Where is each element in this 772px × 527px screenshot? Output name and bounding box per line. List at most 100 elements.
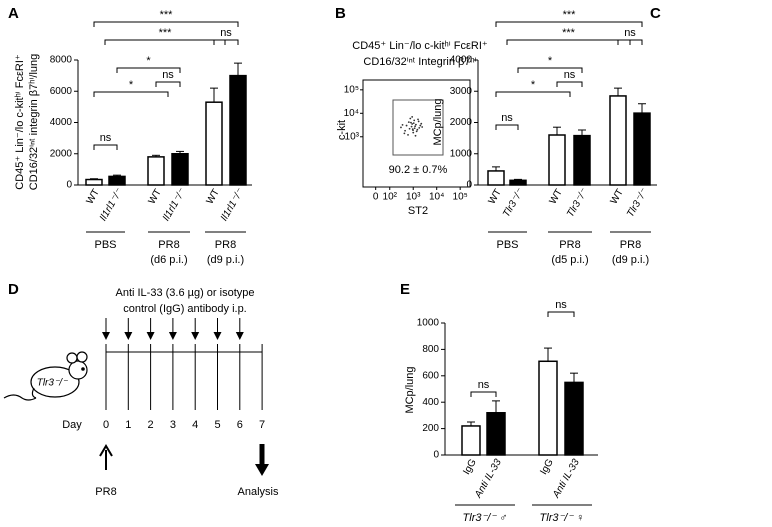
event-dot [407, 121, 410, 124]
event-dot [410, 121, 412, 124]
analysis-arrow-head [255, 464, 269, 476]
y-tick-label: 2000 [50, 148, 73, 159]
significance-bracket [155, 81, 181, 87]
event-dot [401, 124, 404, 126]
event-dot [403, 132, 406, 135]
event-dot [418, 126, 421, 129]
bar [548, 134, 566, 186]
y-axis-label: c-kit [336, 120, 348, 140]
x-tick-label: WT [147, 187, 164, 206]
significance-bracket [617, 39, 643, 45]
y-tick-label: 200 [422, 423, 439, 434]
event-dot [411, 116, 414, 118]
event-dot [405, 124, 408, 127]
significance-label: ns [624, 27, 636, 39]
event-dot [415, 123, 417, 126]
y-tick-label: 600 [422, 370, 439, 381]
panel-letter: B [335, 5, 346, 22]
group-label: (d5 p.i.) [551, 254, 588, 266]
significance-label: ns [564, 69, 576, 81]
significance-label: *** [160, 9, 174, 21]
significance-bracket [517, 67, 583, 73]
day-number: 5 [214, 419, 220, 431]
significance-label: *** [563, 9, 577, 21]
bar [461, 425, 481, 456]
event-dot [413, 119, 416, 122]
start-label: PR8 [95, 486, 116, 498]
day-number: 0 [103, 419, 109, 431]
significance-bracket [470, 391, 497, 397]
day-number: 1 [125, 419, 131, 431]
y-tick-label: 10⁵ [344, 84, 359, 95]
y-tick-label: 0 [433, 450, 439, 461]
bar [171, 153, 189, 186]
y-tick-label: 10³ [345, 131, 360, 142]
x-tick-label: WT [487, 187, 504, 206]
y-tick-label: 3000 [450, 86, 473, 97]
event-dot [407, 134, 409, 136]
bar [538, 360, 558, 456]
gate [392, 99, 444, 156]
x-tick-label: Il1rl1⁻/⁻ [98, 187, 125, 223]
event-dot [420, 122, 423, 125]
x-tick-label: 10⁴ [429, 192, 444, 203]
day-number: 7 [259, 419, 265, 431]
y-tick-label: 8000 [50, 55, 73, 66]
bar [229, 74, 247, 186]
group-label: (d9 p.i.) [612, 254, 649, 266]
significance-label: * [548, 55, 553, 67]
panel-letter: C [650, 5, 661, 22]
panel-letter: E [400, 281, 410, 298]
event-dot [410, 125, 413, 128]
group-label: PR8 [620, 239, 641, 251]
group-label: (d9 p.i.) [207, 254, 244, 266]
x-tick-label: 10³ [406, 192, 421, 203]
y-axis-label: MCp/lung [404, 366, 416, 413]
group-label: (d6 p.i.) [150, 254, 187, 266]
y-axis-label: CD45⁺ Lin⁻/lo c-kitʰⁱ FcεRI⁺ [14, 54, 26, 190]
event-dot [408, 127, 411, 130]
y-tick-label: 4000 [450, 55, 473, 66]
significance-label: ns [162, 69, 174, 81]
y-tick-label: 6000 [50, 86, 73, 97]
x-tick-label: 10² [383, 192, 398, 203]
significance-bracket [104, 39, 226, 45]
x-tick-label: Tlr3⁻/⁻ [501, 187, 526, 220]
event-dot [421, 126, 424, 128]
mouse-icon [3, 351, 88, 401]
significance-bracket [506, 39, 631, 45]
event-dot [414, 125, 416, 128]
significance-label: *** [159, 27, 173, 39]
significance-label: * [146, 55, 151, 67]
y-axis-label: CD16/32ⁱⁿᵗ integrin β7ʰⁱ/lung [28, 54, 40, 190]
significance-label: * [531, 79, 536, 91]
x-tick-label: IgG [461, 457, 479, 477]
significance-label: ns [478, 379, 490, 391]
injection-arrow-head [124, 332, 133, 340]
group-label: PR8 [559, 239, 580, 251]
day-number: 6 [237, 419, 243, 431]
group-label: PR8 [215, 239, 236, 251]
significance-bracket [495, 91, 571, 97]
significance-bracket [213, 39, 239, 45]
x-tick-label: WT [609, 187, 626, 206]
x-tick-label: Il1rl1⁻/⁻ [219, 187, 246, 223]
significance-bracket [547, 311, 575, 317]
infection-arrow [99, 444, 113, 470]
group-label: PBS [496, 239, 518, 251]
significance-label: ns [100, 132, 112, 144]
y-axis-label: MCp/lung [432, 98, 444, 145]
significance-bracket [93, 144, 118, 150]
significance-label: ns [220, 27, 232, 39]
x-tick-label: Tlr3⁻/⁻ [565, 187, 590, 220]
significance-label: ns [555, 299, 567, 311]
injection-arrow-head [235, 332, 244, 340]
significance-bracket [116, 67, 181, 73]
bar [609, 95, 627, 186]
x-tick-label: IgG [538, 457, 556, 477]
plot-frame [362, 79, 471, 188]
event-dot [413, 127, 416, 130]
bar [564, 381, 584, 456]
gate-label: 90.2 ± 0.7% [389, 164, 448, 176]
